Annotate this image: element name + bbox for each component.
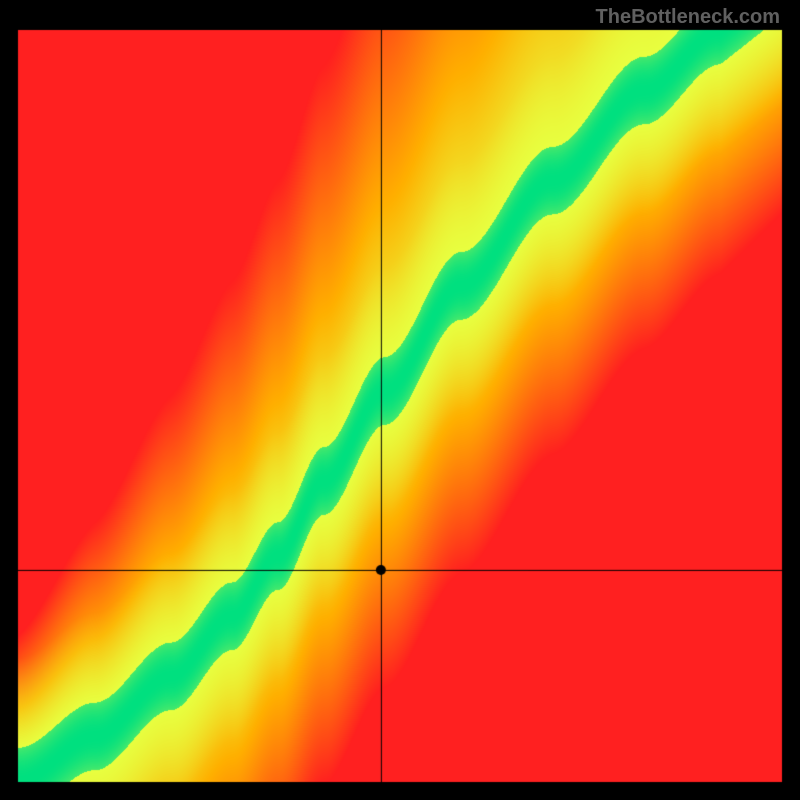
watermark-text: TheBottleneck.com <box>596 6 780 29</box>
chart-container: TheBottleneck.com <box>0 0 800 800</box>
heatmap-canvas <box>0 0 800 800</box>
